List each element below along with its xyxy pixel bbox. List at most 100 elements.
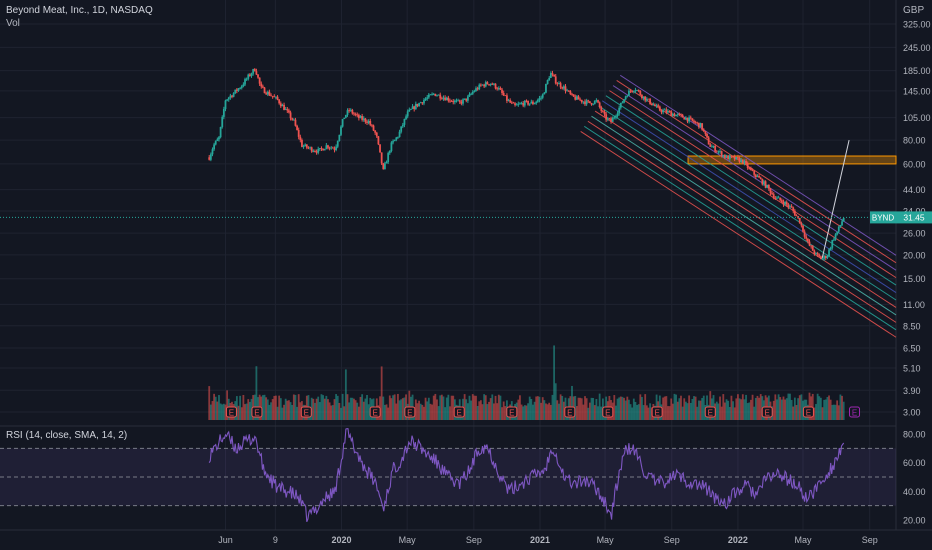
candle-body-275 bbox=[655, 105, 658, 107]
channel-line-5[interactable] bbox=[598, 105, 897, 301]
candle-body-169 bbox=[483, 84, 486, 87]
volume-bar-5 bbox=[216, 401, 219, 420]
candle-body-3 bbox=[213, 144, 215, 150]
candle-body-23 bbox=[245, 78, 248, 80]
candle-body-155 bbox=[460, 101, 463, 104]
volume-bar-92 bbox=[357, 406, 360, 420]
candle-body-131 bbox=[421, 102, 424, 104]
candle-body-4 bbox=[214, 140, 217, 145]
volume-bar-98 bbox=[367, 404, 370, 420]
volume-bar-351 bbox=[779, 397, 782, 420]
channel-line-3[interactable] bbox=[591, 115, 897, 316]
channel-line-0[interactable] bbox=[580, 131, 897, 338]
volume-bar-205 bbox=[541, 397, 544, 420]
candle-body-87 bbox=[349, 109, 352, 111]
earnings-marker-11[interactable] bbox=[761, 406, 773, 418]
candle-body-359 bbox=[792, 207, 795, 211]
candle-body-152 bbox=[455, 100, 458, 102]
candle-body-121 bbox=[405, 116, 407, 119]
volume-bar-384 bbox=[833, 404, 835, 420]
candle-body-154 bbox=[458, 100, 461, 102]
candle-body-294 bbox=[686, 117, 689, 122]
channel-line-1[interactable] bbox=[583, 125, 897, 331]
candle-body-31 bbox=[258, 77, 261, 84]
candle-body-254 bbox=[621, 102, 624, 104]
resistance-zone-box[interactable] bbox=[687, 155, 897, 165]
earnings-marker-4[interactable] bbox=[404, 406, 416, 418]
earnings-marker-label-10: E bbox=[708, 409, 713, 418]
earnings-marker-8[interactable] bbox=[602, 406, 614, 418]
candle-body-328 bbox=[741, 159, 744, 164]
candle-body-158 bbox=[465, 98, 468, 101]
earnings-marker-1[interactable] bbox=[251, 406, 263, 418]
candle-body-253 bbox=[619, 102, 622, 108]
candle-body-80 bbox=[338, 134, 341, 141]
candle-body-388 bbox=[839, 224, 842, 227]
time-axis[interactable]: Jun 9 2020 May Sep 2021 May Sep 2022 May Sep bbox=[218, 535, 877, 545]
candle-body-249 bbox=[613, 117, 616, 119]
earnings-marker-2[interactable] bbox=[300, 406, 312, 418]
channel-line-11[interactable] bbox=[619, 74, 897, 256]
volume-bar-83 bbox=[343, 406, 346, 420]
breakout-trendline[interactable] bbox=[821, 139, 850, 260]
resistance-zone[interactable] bbox=[687, 155, 897, 165]
candle-body-43 bbox=[278, 99, 281, 104]
volume-bar-318 bbox=[725, 399, 728, 420]
candle-body-324 bbox=[735, 157, 738, 160]
candle-body-214 bbox=[556, 83, 559, 85]
candle-body-93 bbox=[359, 116, 362, 119]
candle-body-250 bbox=[615, 115, 617, 118]
candle-body-11 bbox=[226, 99, 229, 101]
earnings-marker-13[interactable] bbox=[849, 406, 861, 418]
earnings-marker-6[interactable] bbox=[506, 406, 518, 418]
volume-bar-81 bbox=[340, 407, 342, 420]
rsi-axis[interactable]: 20.00 40.00 60.00 80.00 bbox=[903, 430, 926, 526]
candle-body-140 bbox=[436, 95, 438, 97]
candle-body-7 bbox=[219, 126, 222, 138]
channel-line-4[interactable] bbox=[594, 110, 897, 308]
candle-body-308 bbox=[709, 144, 712, 147]
channel-line-9[interactable] bbox=[612, 85, 897, 271]
candle-body-141 bbox=[437, 94, 440, 96]
volume-bar-45 bbox=[281, 407, 284, 420]
volume-bar-377 bbox=[821, 407, 824, 420]
channel-line-8[interactable] bbox=[609, 90, 897, 279]
candle-body-90 bbox=[354, 114, 357, 115]
volume-bar-199 bbox=[532, 404, 534, 420]
volume-bar-348 bbox=[774, 394, 777, 420]
channel-line-2[interactable] bbox=[587, 120, 897, 323]
channel-line-6[interactable] bbox=[601, 100, 897, 293]
volume-bar-206 bbox=[543, 400, 546, 420]
volume-bar-138 bbox=[432, 395, 435, 420]
volume-bar-337 bbox=[756, 395, 759, 420]
volume-bar-25 bbox=[248, 401, 251, 420]
earnings-marker-12[interactable] bbox=[802, 406, 814, 418]
earnings-marker-7[interactable] bbox=[564, 406, 576, 418]
candle-body-106 bbox=[380, 152, 383, 164]
volume-bar-72 bbox=[325, 395, 328, 420]
earnings-marker-0[interactable] bbox=[225, 406, 237, 418]
candle-body-338 bbox=[758, 176, 760, 178]
volume-bar-173 bbox=[489, 398, 492, 420]
volume-bar-382 bbox=[829, 399, 832, 420]
price-tick-label-0: 3.00 bbox=[903, 408, 921, 418]
candle-body-164 bbox=[475, 88, 477, 92]
channel-line-7[interactable] bbox=[605, 95, 897, 286]
time-tick-label-2: 2020 bbox=[332, 535, 352, 545]
candle-body-45 bbox=[281, 104, 284, 107]
candle-body-284 bbox=[670, 111, 673, 116]
volume-bar-177 bbox=[496, 403, 499, 420]
earnings-marker-5[interactable] bbox=[453, 406, 465, 418]
candle-body-76 bbox=[331, 147, 334, 149]
candle-body-229 bbox=[580, 99, 583, 103]
earnings-marker-3[interactable] bbox=[369, 406, 381, 418]
earnings-marker-10[interactable] bbox=[704, 406, 716, 418]
candle-body-117 bbox=[398, 131, 401, 138]
volume-bar-18 bbox=[237, 405, 240, 420]
candle-body-147 bbox=[447, 97, 450, 101]
volume-bar-174 bbox=[491, 394, 494, 420]
volume-bar-171 bbox=[486, 404, 489, 420]
earnings-marker-9[interactable] bbox=[651, 406, 663, 418]
